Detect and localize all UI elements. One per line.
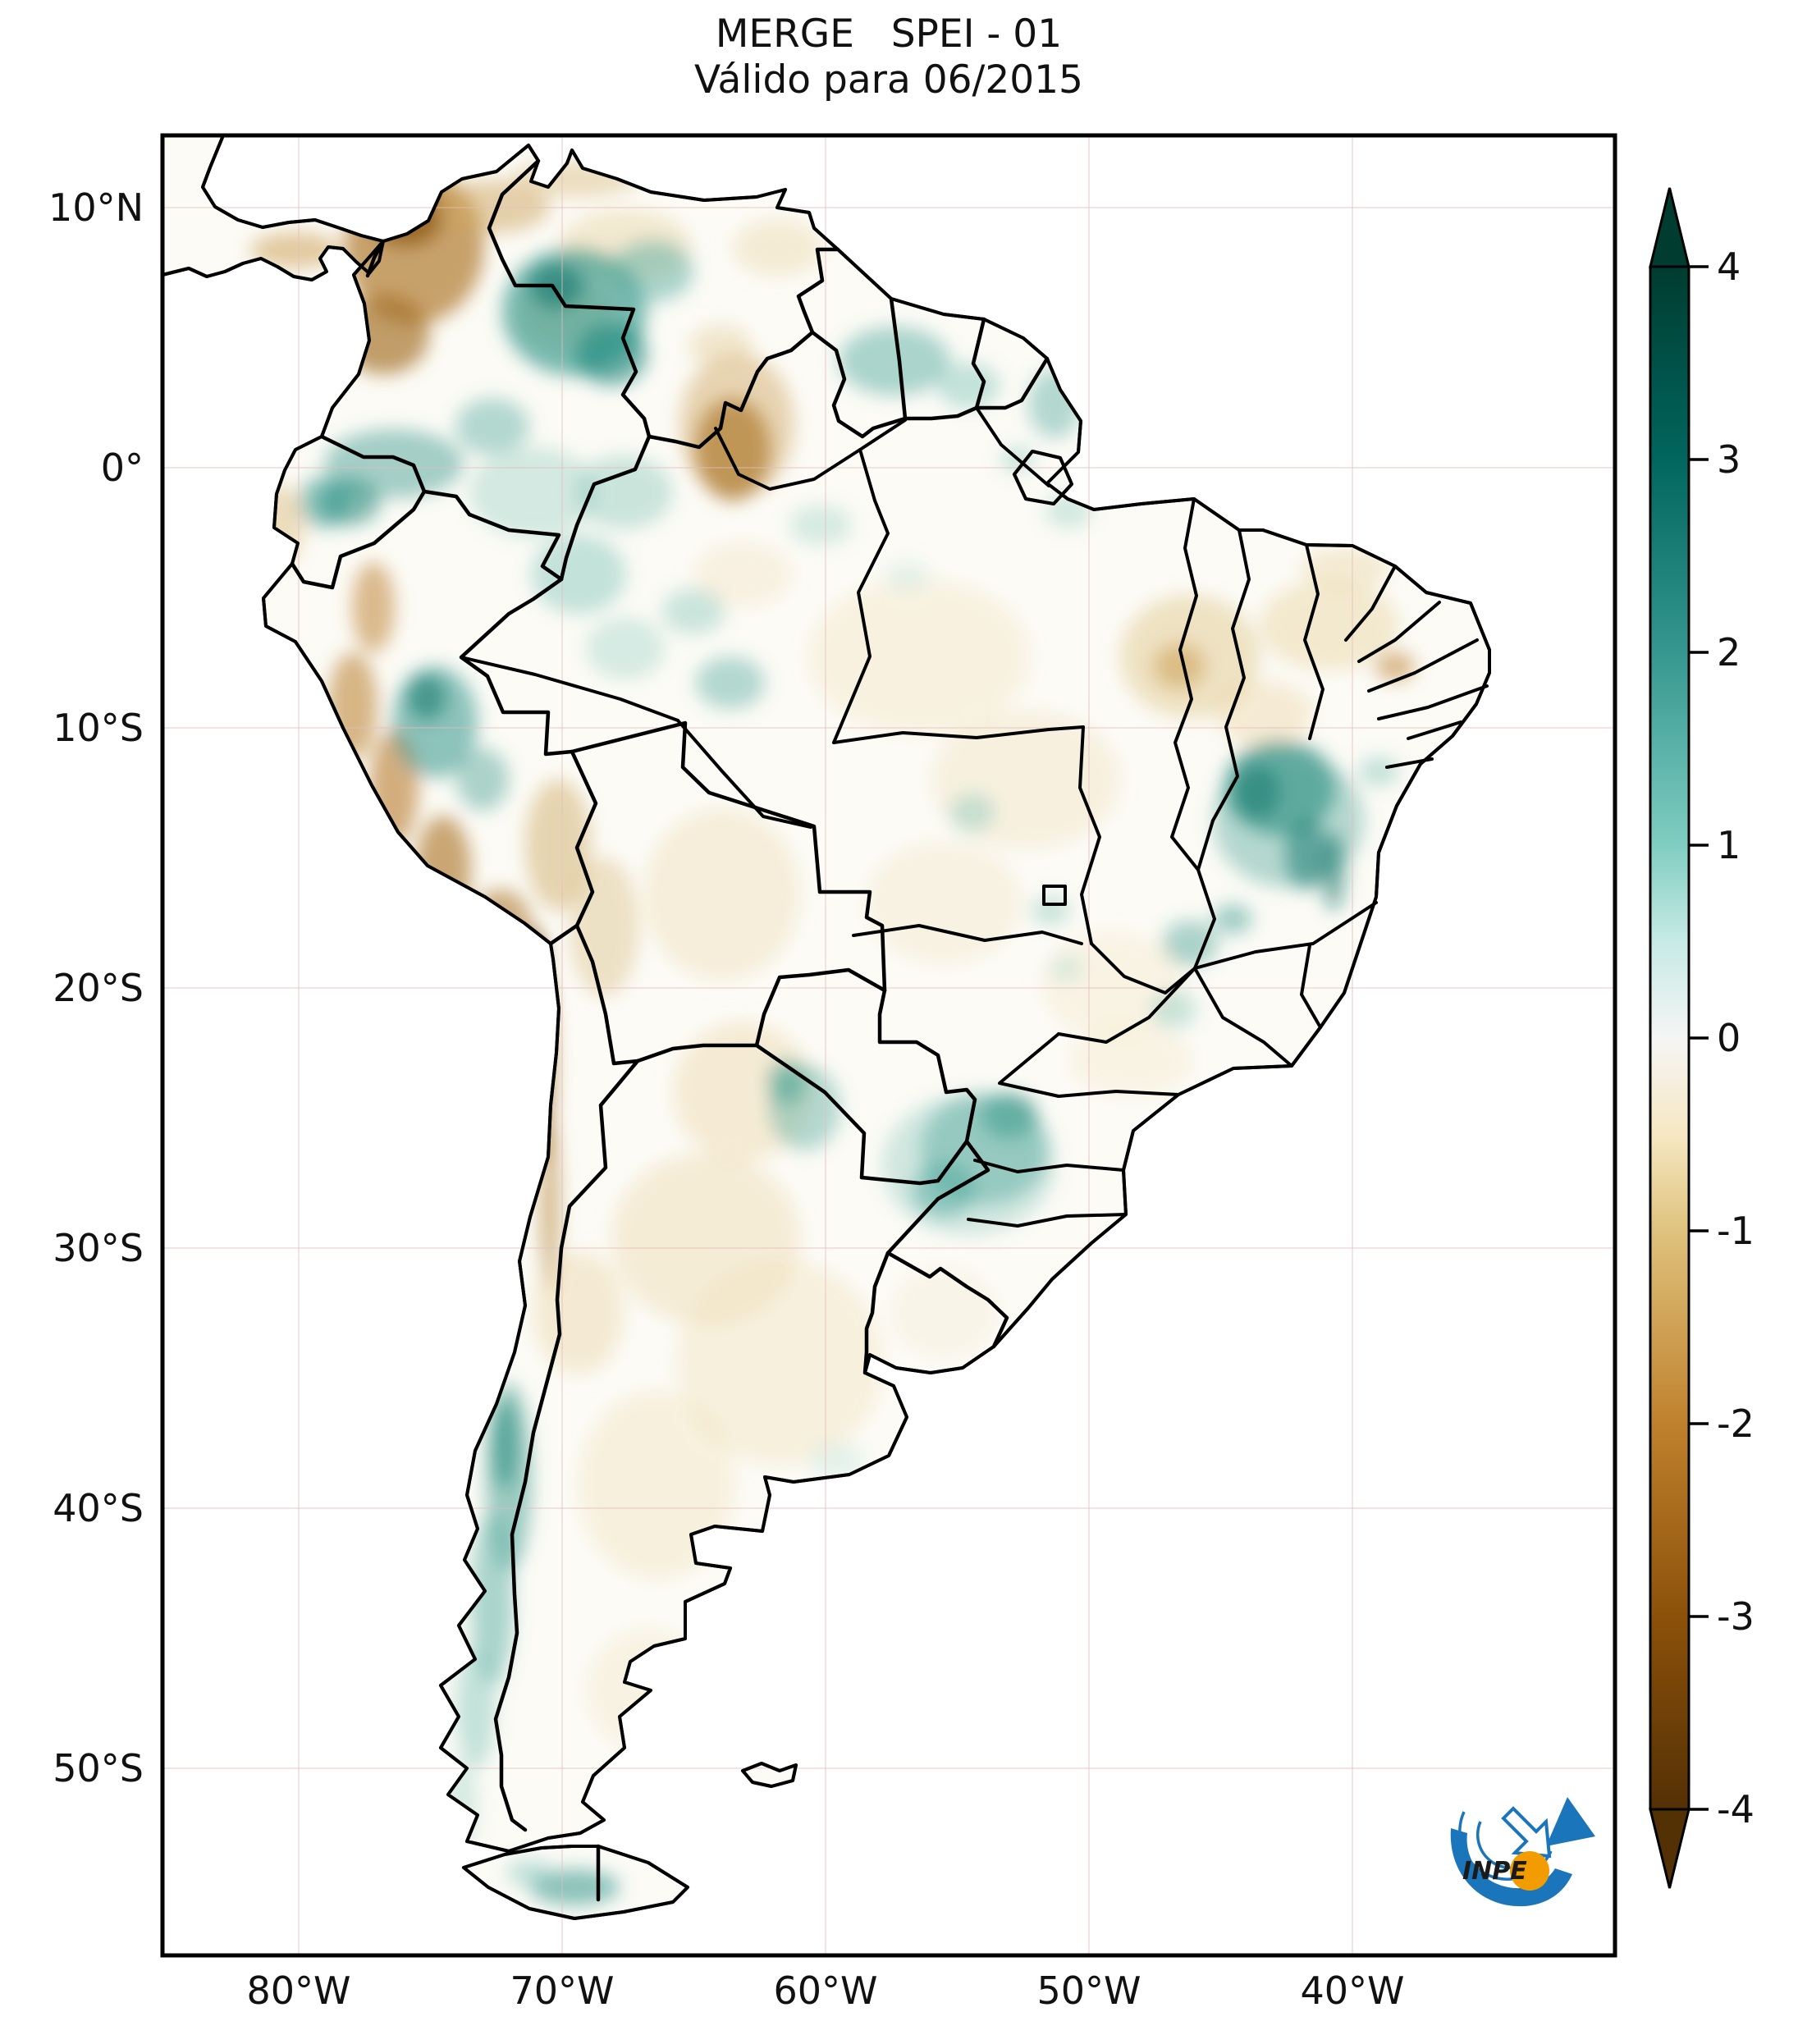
colorbar-tick-label-4: 4 <box>1717 245 1741 289</box>
distrito-federal-outline <box>1042 885 1067 906</box>
colorbar-tick-label-m2: -2 <box>1717 1402 1755 1446</box>
colorbar-tick-label-m1: -1 <box>1717 1209 1755 1253</box>
inpe-swoosh <box>1450 1828 1572 1907</box>
colorbar-tick-label-m3: -3 <box>1717 1594 1755 1639</box>
lon-tick-label-50w: 50°W <box>1036 1969 1141 2013</box>
colorbar-tick-label-1: 1 <box>1717 823 1741 867</box>
inpe-logo: INPE <box>1450 1797 1595 1907</box>
lon-tick-label-70w: 70°W <box>510 1969 615 2013</box>
inpe-arrowhead <box>1546 1797 1595 1846</box>
lat-tick-label-50s: 50°S <box>53 1746 144 1790</box>
colorbar-gradient <box>1649 265 1690 1811</box>
colorbar-arrow-bottom <box>1649 1808 1690 1889</box>
graticule <box>162 135 1615 1955</box>
map-frame <box>160 133 1617 1958</box>
colorbar-tick-label-2: 2 <box>1717 630 1741 674</box>
lat-tick-label-0: 0° <box>100 446 144 490</box>
colorbar-arrow-top <box>1649 187 1690 268</box>
colorbar-tick-marks <box>1689 265 1709 1811</box>
brazil-state-borders <box>460 406 1489 1228</box>
colorbar <box>1649 187 1709 1889</box>
lon-tick-label-60w: 60°W <box>773 1969 878 2013</box>
inpe-logo-text: INPE <box>1462 1857 1527 1886</box>
inpe-orange-dot <box>1510 1851 1549 1891</box>
lat-tick-label-40s: 40°S <box>53 1486 144 1530</box>
colorbar-tick-label-m4: -4 <box>1717 1787 1755 1831</box>
coastline <box>162 134 1491 1920</box>
lat-tick-label-10n: 10°N <box>48 185 144 230</box>
lat-tick-label-20s: 20°S <box>53 966 144 1010</box>
lon-tick-label-40w: 40°W <box>1300 1969 1405 2013</box>
figure-title: MERGE SPEI - 01 <box>715 11 1063 57</box>
colorbar-tick-label-0: 0 <box>1717 1016 1741 1060</box>
lat-tick-label-10s: 10°S <box>53 706 144 750</box>
colorbar-tick-label-3: 3 <box>1717 437 1741 482</box>
figure-subtitle: Válido para 06/2015 <box>694 57 1083 103</box>
lon-tick-label-80w: 80°W <box>246 1969 351 2013</box>
country-borders <box>290 158 1050 1902</box>
lat-tick-label-30s: 30°S <box>53 1226 144 1270</box>
